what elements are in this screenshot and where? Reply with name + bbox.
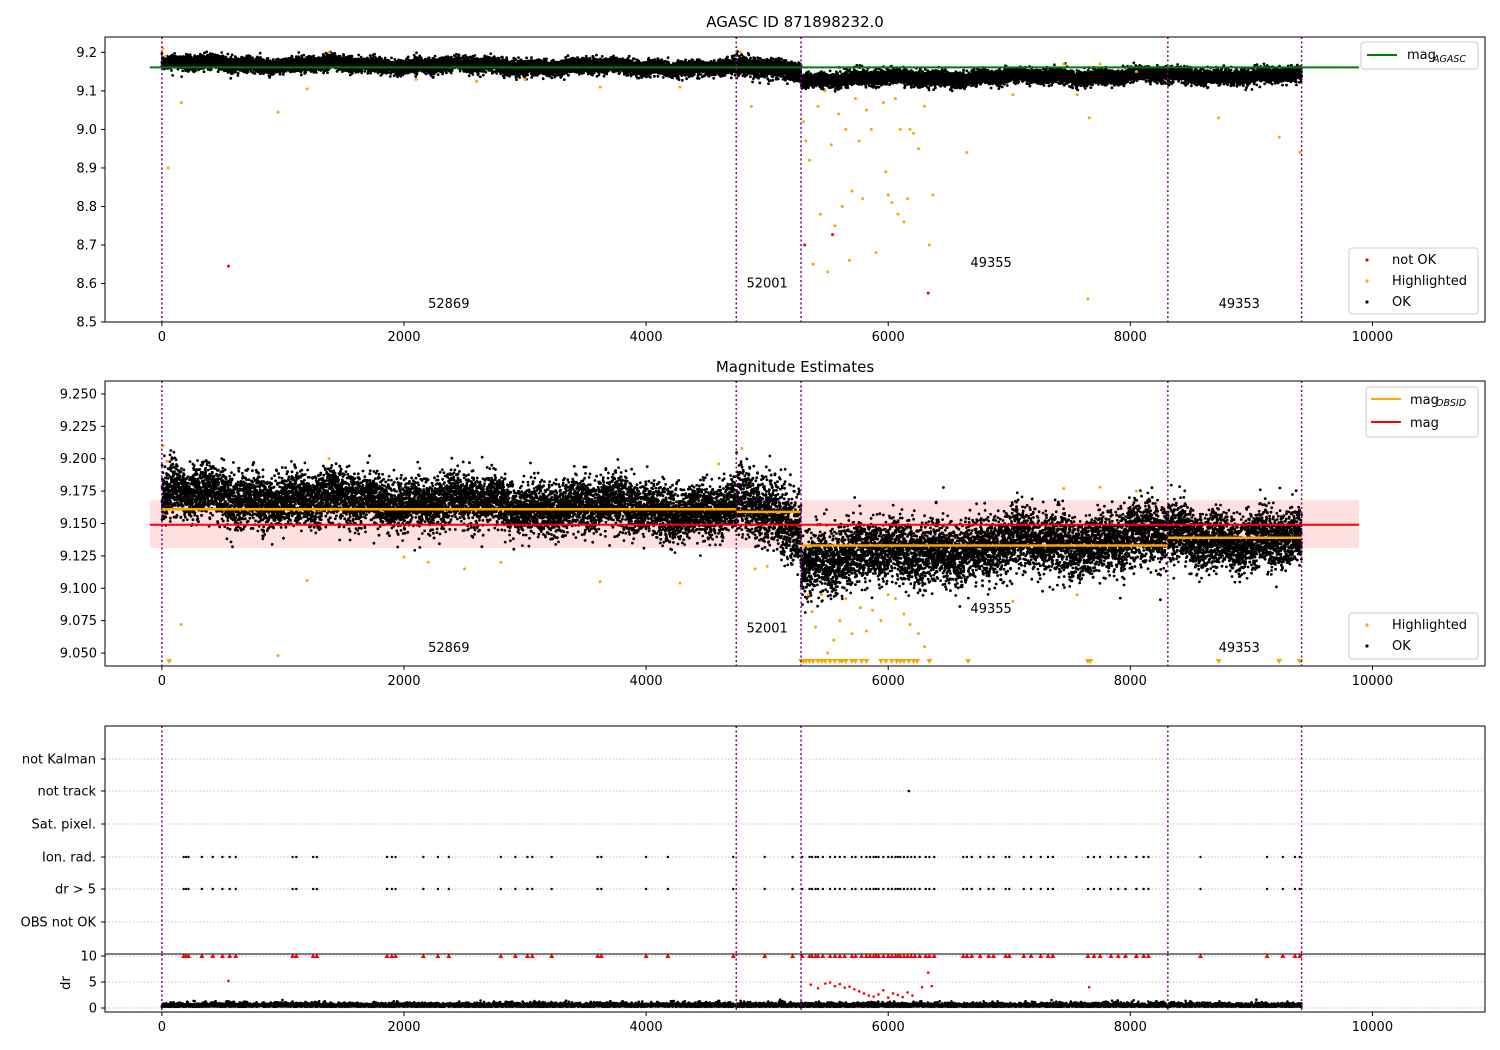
ok-point — [180, 75, 183, 78]
ok-point — [302, 54, 305, 57]
ok-point — [254, 72, 257, 75]
ok-point — [387, 71, 390, 74]
ok-point — [231, 54, 234, 57]
ok-point — [357, 54, 360, 57]
ok-point — [428, 56, 431, 59]
ok-point — [342, 54, 345, 57]
ok-point — [389, 75, 392, 78]
ok-point — [315, 71, 318, 74]
ok-point — [432, 76, 435, 79]
ok-point — [434, 55, 437, 58]
ok-point — [416, 73, 419, 76]
ok-point — [234, 71, 237, 74]
ok-point — [415, 51, 418, 54]
ok-point — [351, 72, 354, 75]
ok-point — [220, 51, 223, 54]
ok-point — [373, 53, 376, 56]
ok-point — [393, 74, 396, 77]
ok-point — [230, 56, 233, 59]
ok-point — [380, 57, 383, 60]
ok-point — [259, 52, 262, 55]
ok-point — [300, 74, 303, 77]
ok-point — [291, 55, 294, 58]
ok-point — [390, 57, 393, 60]
ok-point — [171, 74, 174, 77]
ok-point — [364, 70, 367, 73]
ok-point — [326, 71, 329, 74]
ok-point — [351, 55, 354, 58]
ok-point — [194, 70, 197, 73]
ok-point — [384, 57, 387, 60]
ok-point — [229, 77, 232, 80]
ok-point — [170, 69, 173, 72]
agasc-panel-title: AGASC ID 871898232.0 — [706, 13, 884, 31]
ok-point — [173, 52, 176, 55]
ok-point — [361, 70, 364, 73]
ok-point — [203, 70, 206, 73]
ok-point — [247, 70, 250, 73]
ok-point — [161, 52, 164, 55]
ok-point — [226, 53, 229, 56]
ok-point — [205, 50, 208, 53]
ok-point — [297, 51, 300, 54]
ok-point — [237, 72, 240, 75]
ok-point — [181, 69, 184, 72]
ok-point — [407, 56, 410, 59]
